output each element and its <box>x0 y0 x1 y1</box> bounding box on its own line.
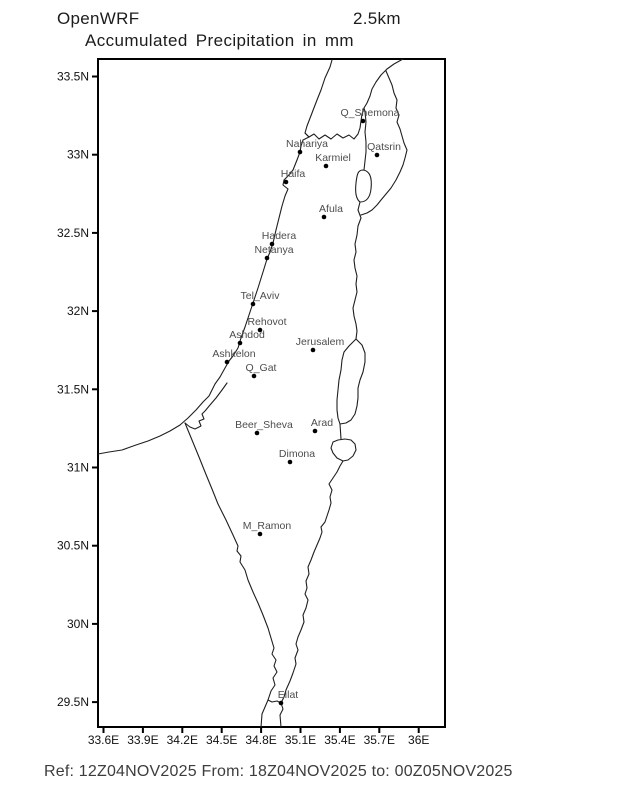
city-dot <box>360 118 366 124</box>
coastline-path <box>97 59 333 455</box>
city-label: Haifa <box>281 168 306 180</box>
city-label: Beer_Sheva <box>235 419 293 431</box>
plot-title: Accumulated Precipitation in mm <box>85 31 354 50</box>
y-tick-label: 30.5N <box>57 539 89 553</box>
reference-time-line: Ref: 12Z04NOV2025 From: 18Z04NOV2025 to:… <box>44 763 513 780</box>
jordan-border-path <box>280 460 344 704</box>
model-name: OpenWRF <box>57 9 140 28</box>
city-markers-layer: Q_Shemona Nahariya Qatsrin Karmiel Haifa Aful… <box>212 107 401 706</box>
hula-river-path <box>363 107 367 171</box>
y-tick-label: 29.5N <box>57 695 89 709</box>
x-tick-label: 34.2E <box>167 733 198 747</box>
x-tick-label: 35.4E <box>324 733 355 747</box>
x-axis-ticks: 33.6E 33.9E 34.2E 34.5E 34.8E 35.1E 35.4E 35.7E… <box>88 727 429 747</box>
sea-of-galilee-path <box>355 169 372 203</box>
city-label: Ashkelon <box>212 348 255 360</box>
city-label: Tel_Aviv <box>241 290 281 302</box>
city-label: Qatsrin <box>367 141 401 153</box>
y-tick-label: 32N <box>67 304 89 318</box>
x-tick-label: 33.6E <box>88 733 119 747</box>
city-dot <box>254 430 260 436</box>
city-dot <box>321 214 327 220</box>
city-dot <box>269 241 275 247</box>
city-dot <box>250 301 256 307</box>
golan-border-path <box>360 70 408 216</box>
city-label: Arad <box>311 417 333 429</box>
city-label: Nahariya <box>286 138 328 150</box>
jordan-river-path <box>352 201 362 340</box>
x-tick-label: 34.5E <box>206 733 237 747</box>
x-tick-label: 33.9E <box>127 733 158 747</box>
city-dot <box>278 700 284 706</box>
map-outline-layer <box>97 58 408 728</box>
city-label: Netanya <box>254 244 293 256</box>
city-dot <box>297 149 303 155</box>
city-label: Eilat <box>278 689 299 701</box>
dead-sea-channel-path <box>339 423 342 440</box>
city-label: Jerusalem <box>296 336 345 348</box>
city-label: Ashdod <box>229 329 265 341</box>
city-dot <box>287 459 293 465</box>
dead-sea-south-path <box>330 438 357 462</box>
y-tick-label: 31N <box>67 461 89 475</box>
city-dot <box>312 428 318 434</box>
x-tick-label: 35.7E <box>364 733 395 747</box>
dead-sea-north-path <box>336 338 366 425</box>
northeast-border-path <box>363 58 404 109</box>
city-label: Rehovot <box>247 316 286 328</box>
city-label: Afula <box>319 203 343 215</box>
city-dot <box>237 340 243 346</box>
y-tick-label: 31.5N <box>57 382 89 396</box>
city-label: Hadera <box>262 230 297 242</box>
model-resolution: 2.5km <box>353 9 401 28</box>
city-dot <box>264 255 270 261</box>
city-dot <box>374 152 380 158</box>
city-dot <box>224 359 230 365</box>
y-tick-label: 32.5N <box>57 226 89 240</box>
city-label: M_Ramon <box>243 520 292 532</box>
city-dot <box>283 179 289 185</box>
egypt-border-path <box>184 422 278 728</box>
gaza-border-path <box>184 382 228 430</box>
y-axis-ticks: 33.5N 33N 32.5N 32N 31.5N 31N 30.5N 30N 29.5N <box>57 70 98 709</box>
x-tick-label: 36E <box>408 733 429 747</box>
x-tick-label: 34.8E <box>245 733 276 747</box>
city-dot <box>310 347 316 353</box>
y-tick-label: 33.5N <box>57 70 89 84</box>
y-tick-label: 30N <box>67 617 89 631</box>
x-tick-label: 35.1E <box>285 733 316 747</box>
city-label: Q_Shemona <box>341 107 400 119</box>
city-dot <box>251 373 257 379</box>
city-dot <box>257 327 263 333</box>
lebanon-border-path <box>304 107 365 140</box>
y-tick-label: 33N <box>67 148 89 162</box>
city-label: Karmiel <box>315 152 351 164</box>
city-label: Q_Gat <box>246 362 277 374</box>
plot-frame <box>97 58 446 728</box>
city-dot <box>323 163 329 169</box>
city-dot <box>257 531 263 537</box>
city-label: Dimona <box>279 448 315 460</box>
